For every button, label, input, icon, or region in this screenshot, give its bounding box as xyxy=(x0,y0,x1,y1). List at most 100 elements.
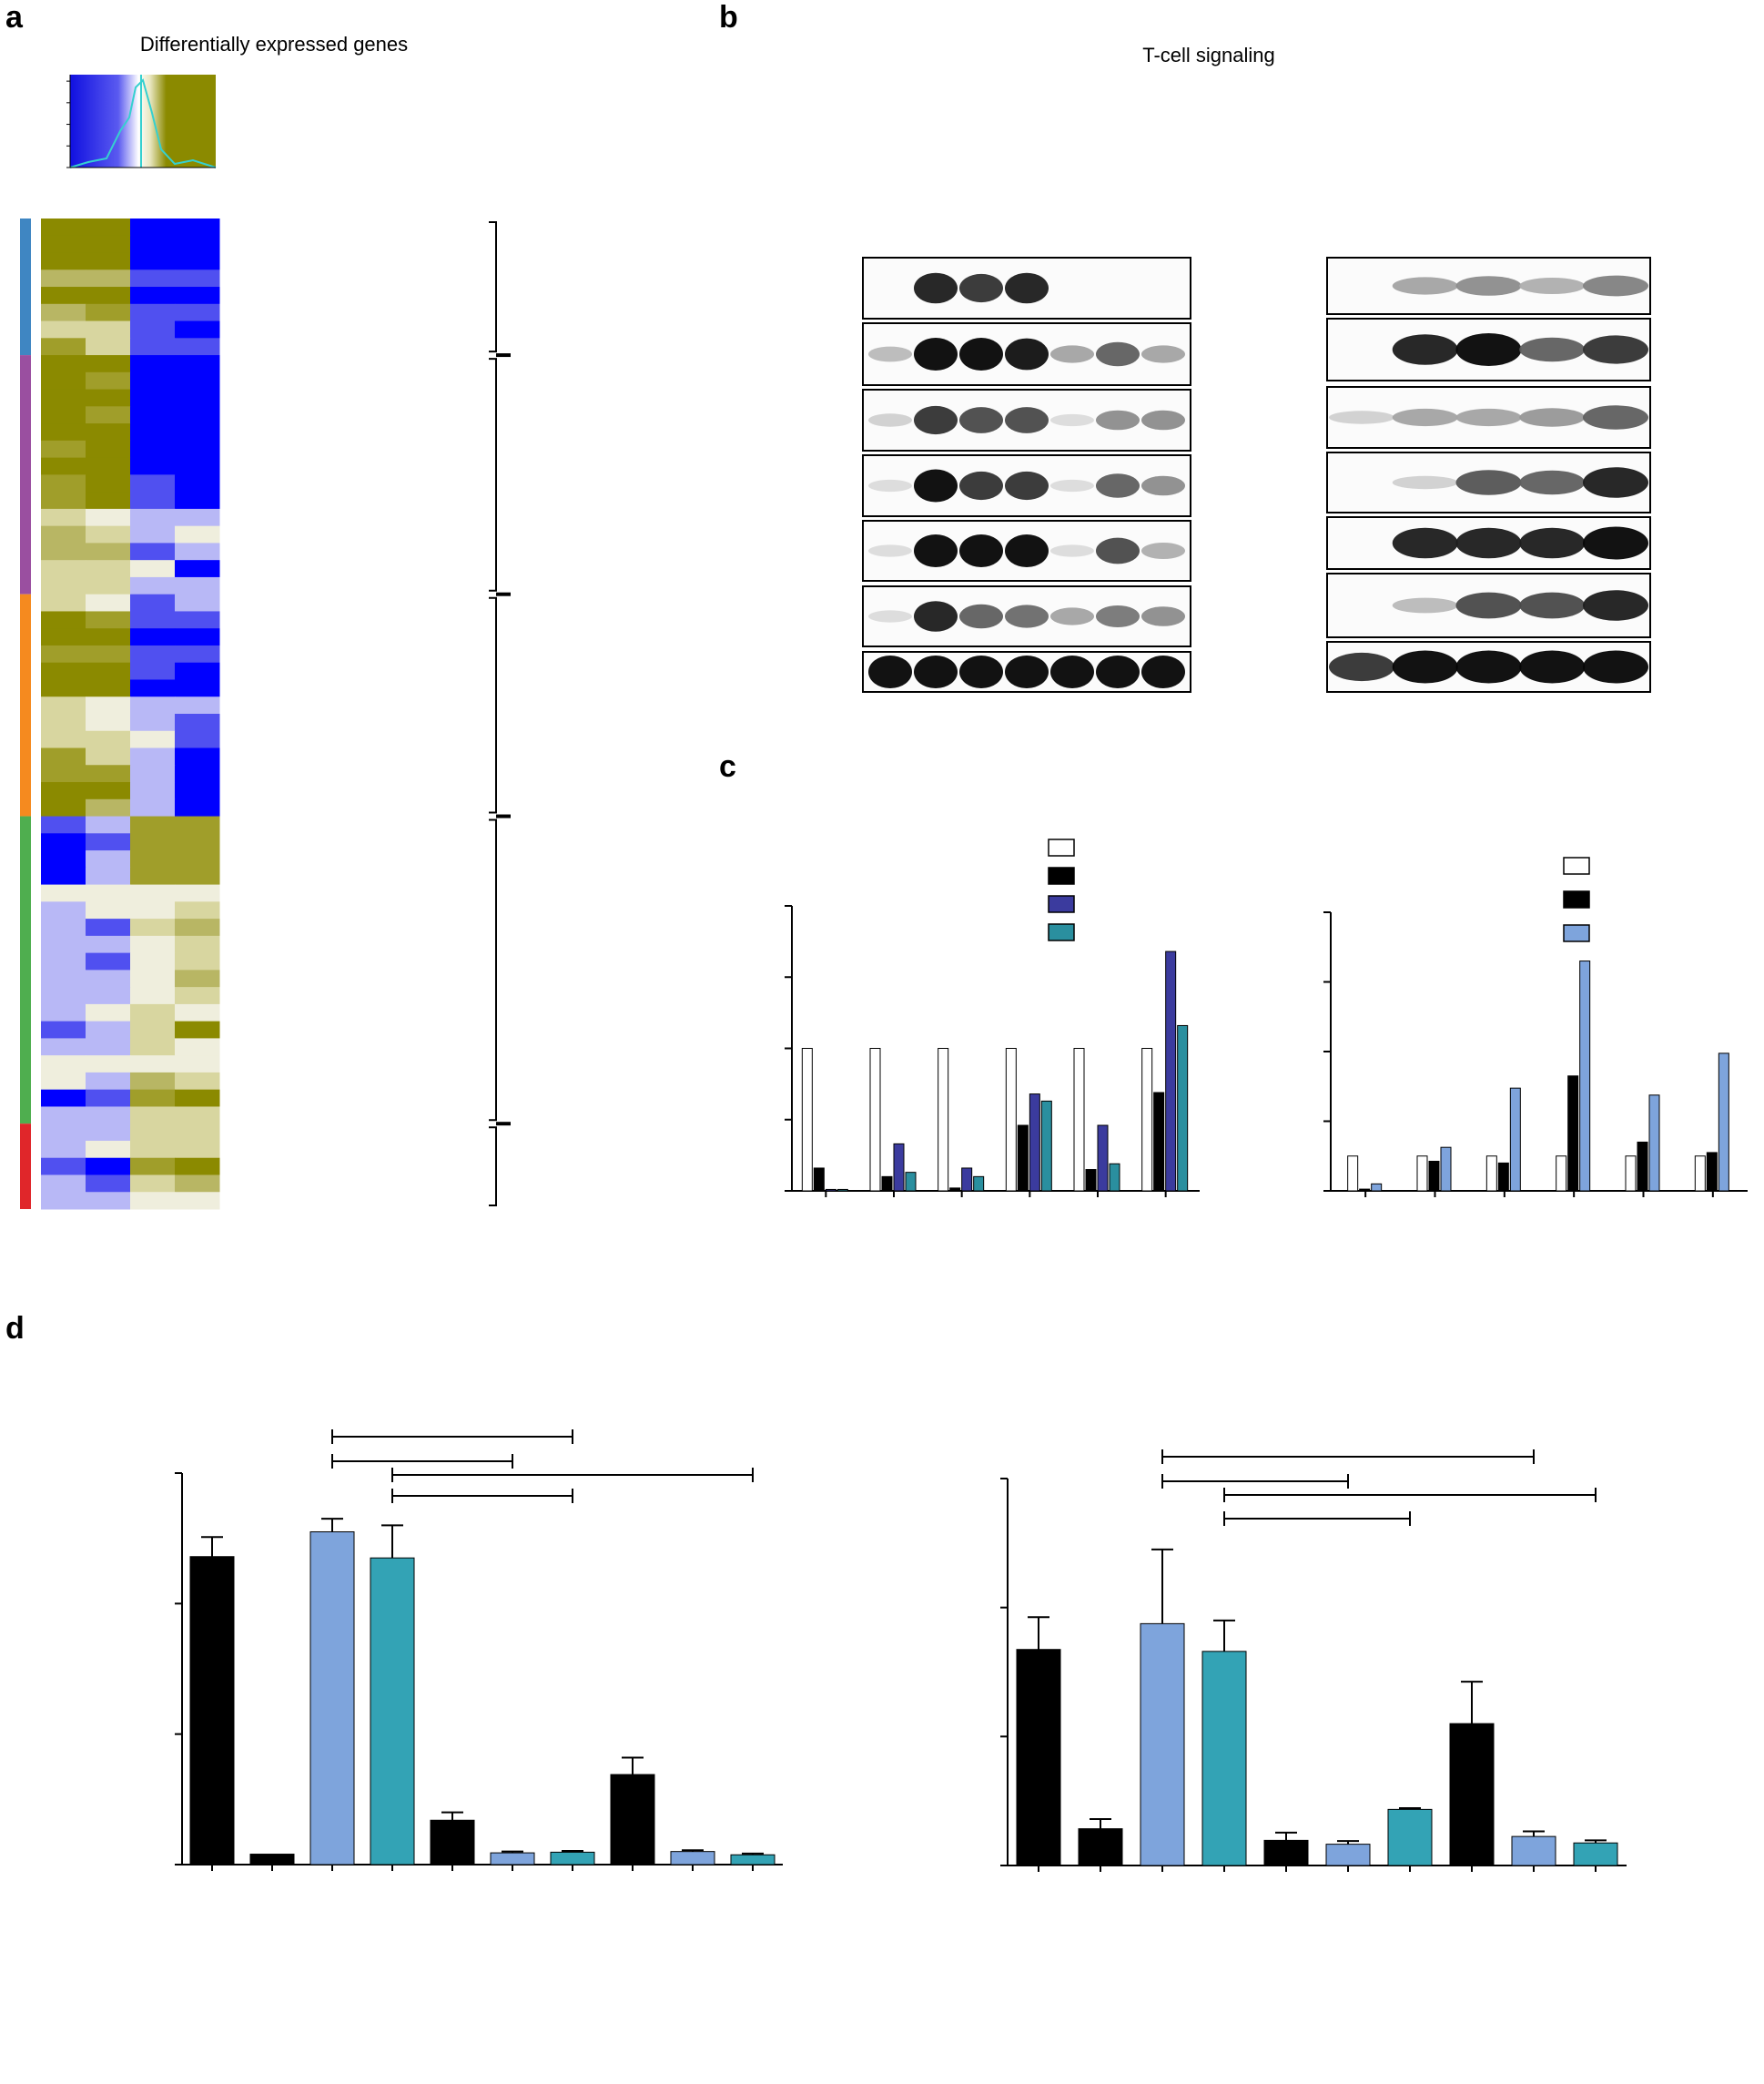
legend-swatch xyxy=(1048,839,1075,857)
bar xyxy=(1040,1100,1052,1192)
heatmap-cell xyxy=(175,594,220,612)
heatmap-cell xyxy=(130,508,176,527)
bar xyxy=(813,1167,825,1192)
heatmap-cell xyxy=(175,714,220,732)
heatmap-cell xyxy=(175,833,220,851)
heatmap-cell xyxy=(175,560,220,578)
heatmap-cell xyxy=(175,1192,220,1210)
heatmap-cell xyxy=(86,457,131,475)
heatmap-cell xyxy=(86,747,131,766)
heatmap-cell xyxy=(41,320,86,339)
heatmap-cell xyxy=(130,338,176,356)
heatmap-cell xyxy=(41,338,86,356)
heatmap-cell xyxy=(175,679,220,697)
heatmap-cell xyxy=(175,252,220,270)
bar xyxy=(1201,1651,1247,1866)
heatmap-cell xyxy=(86,714,131,732)
legend-swatch xyxy=(1563,924,1590,942)
color-key xyxy=(70,75,216,168)
panel-c-quantification xyxy=(785,839,1748,1197)
heatmap-cell xyxy=(175,1123,220,1142)
bar xyxy=(893,1143,905,1192)
heatmap-cell xyxy=(130,423,176,442)
panel-a-letter: a xyxy=(5,0,24,35)
bar xyxy=(610,1774,655,1865)
heatmap-cell xyxy=(175,287,220,305)
heatmap-cell xyxy=(86,628,131,646)
heatmap-cell xyxy=(130,628,176,646)
heatmap-cell xyxy=(86,850,131,869)
blot-band xyxy=(1583,467,1648,498)
blot-band xyxy=(1005,656,1049,688)
bar xyxy=(1016,1649,1061,1866)
bar xyxy=(1347,1155,1359,1192)
blot-band xyxy=(1583,275,1648,297)
bar xyxy=(869,1048,881,1192)
group-bracket xyxy=(489,358,497,592)
heatmap-cell xyxy=(130,235,176,254)
heatmap-cell xyxy=(175,389,220,407)
heatmap-cell xyxy=(130,1089,176,1107)
heatmap-cell xyxy=(86,1072,131,1091)
heatmap-cell xyxy=(130,833,176,851)
blot-band xyxy=(1141,345,1185,363)
heatmap-cell xyxy=(41,576,86,595)
blot-band xyxy=(959,273,1003,303)
heatmap-cell xyxy=(130,662,176,680)
bar xyxy=(1637,1141,1648,1192)
heatmap-cell xyxy=(86,867,131,886)
panel-b-letter: b xyxy=(719,0,738,35)
blot-band xyxy=(1392,277,1458,295)
heatmap-cell xyxy=(41,628,86,646)
group-bracket xyxy=(489,818,497,1122)
heatmap-cell xyxy=(175,1021,220,1039)
heatmap-cell xyxy=(175,440,220,459)
blot-band xyxy=(1050,544,1094,557)
heatmap-cell xyxy=(130,1072,176,1091)
heatmap-cell xyxy=(130,355,176,373)
blot-band xyxy=(1096,656,1140,688)
blot-band xyxy=(1050,607,1094,625)
bar xyxy=(1078,1828,1123,1866)
heatmap-cell xyxy=(86,1055,131,1073)
heatmap-cell xyxy=(41,833,86,851)
heatmap-cell xyxy=(86,919,131,937)
blot-band xyxy=(868,346,912,362)
heatmap-cell xyxy=(86,287,131,305)
blot-band xyxy=(1392,597,1458,614)
heatmap-cell xyxy=(86,798,131,818)
blot-band xyxy=(1005,534,1049,567)
heatmap-cell xyxy=(41,1072,86,1091)
heatmap-cell xyxy=(41,867,86,886)
heatmap-cell xyxy=(41,1055,86,1073)
blot-band xyxy=(1583,335,1648,364)
heatmap-cell xyxy=(41,543,86,561)
heatmap-cell xyxy=(130,714,176,732)
group-color-bar xyxy=(20,594,31,817)
blot-band xyxy=(868,656,912,688)
heatmap-cell xyxy=(175,525,220,544)
heatmap-cell xyxy=(86,576,131,595)
heatmap-cell xyxy=(175,508,220,527)
heatmap-cell xyxy=(175,1106,220,1124)
heatmap-cell xyxy=(130,594,176,612)
bar xyxy=(1567,1075,1579,1192)
blot-band xyxy=(1519,408,1586,427)
heatmap-cell xyxy=(86,235,131,254)
bar xyxy=(249,1854,295,1865)
bar xyxy=(1497,1162,1509,1192)
heatmap-cell xyxy=(86,1123,131,1142)
blot-band xyxy=(914,272,958,304)
heatmap-cell xyxy=(86,816,131,834)
heatmap-cell xyxy=(175,1003,220,1022)
heatmap-cell xyxy=(86,492,131,510)
heatmap-cell xyxy=(130,1140,176,1159)
heatmap-cell xyxy=(175,576,220,595)
heatmap-cell xyxy=(41,730,86,749)
blot-band xyxy=(959,534,1003,567)
blot-band xyxy=(1392,527,1458,559)
heatmap-cell xyxy=(130,457,176,475)
blot-band xyxy=(1096,605,1140,627)
heatmap-cell xyxy=(130,730,176,749)
bar xyxy=(490,1852,535,1865)
